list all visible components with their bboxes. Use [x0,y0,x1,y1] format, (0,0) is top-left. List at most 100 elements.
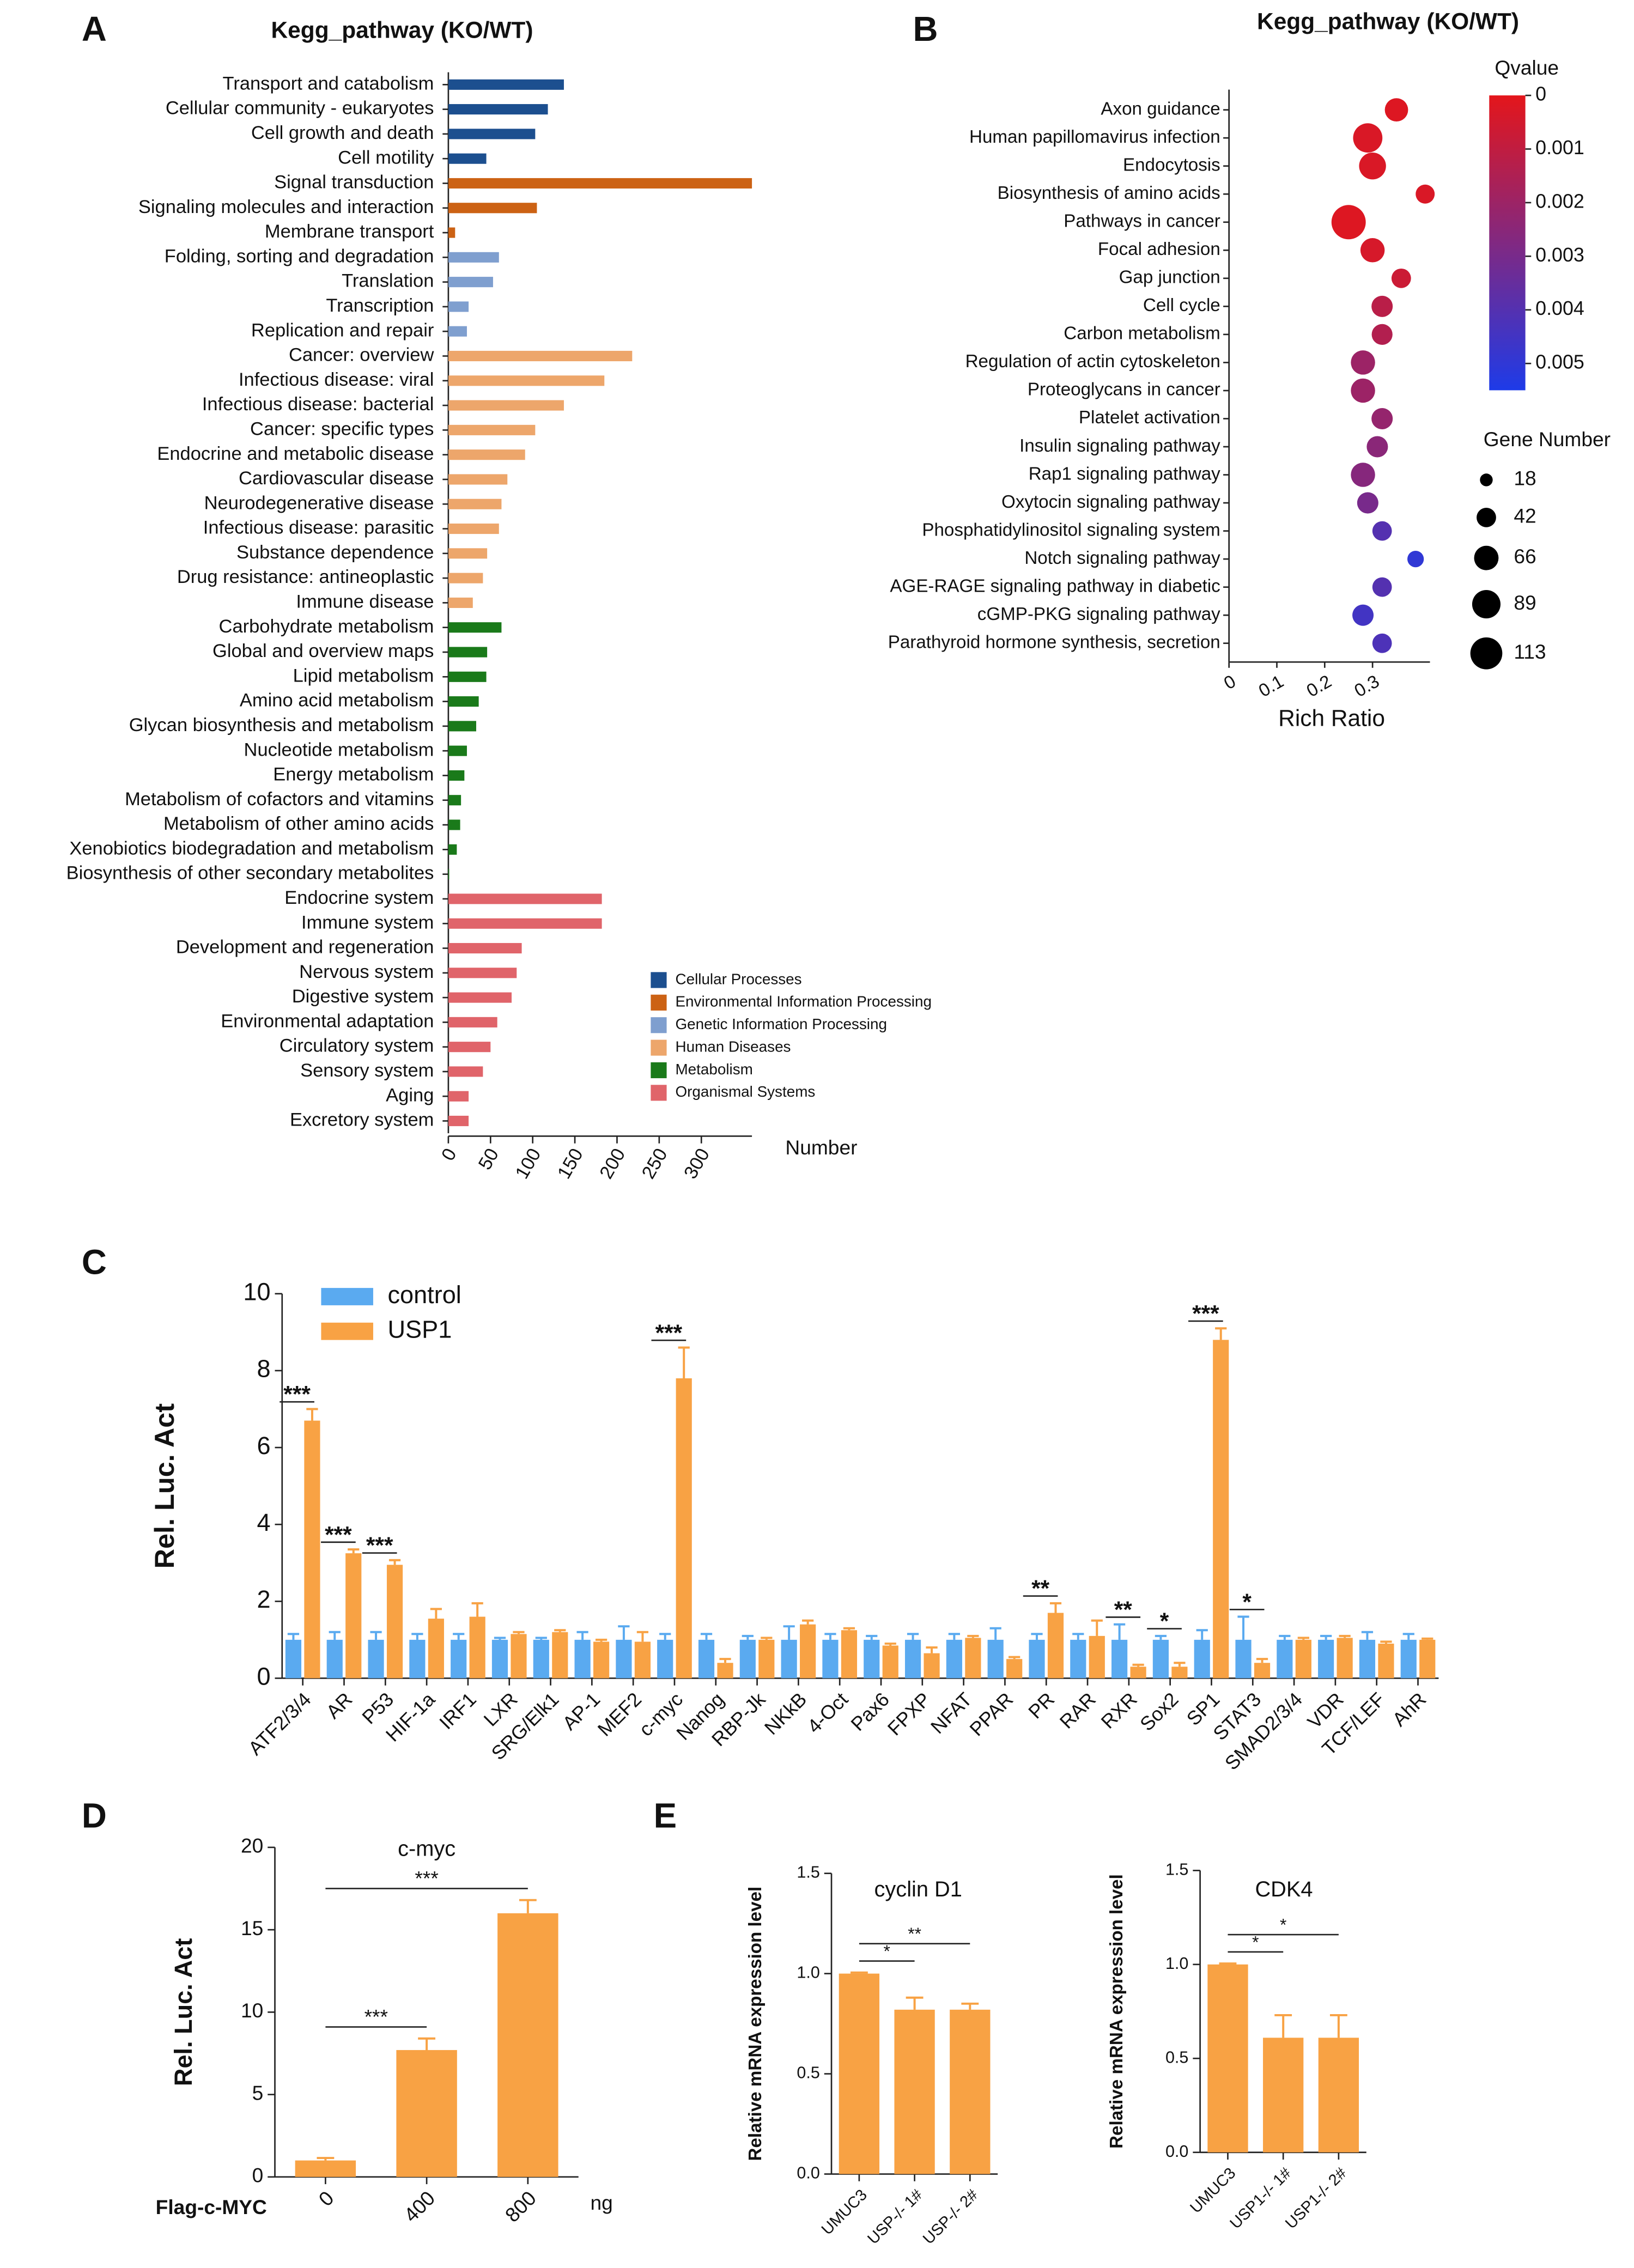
bubble [1351,463,1375,487]
bar [448,1066,483,1077]
bubble [1359,153,1386,180]
bar [448,721,476,732]
error-bar [1031,1633,1043,1640]
bar [295,2160,356,2177]
x-tick-label: IRF1 [435,1688,481,1734]
bar [448,153,487,164]
significance-label: * [1160,1608,1169,1634]
category-label: Carbohydrate metabolism [219,616,434,637]
error-bar [1219,1962,1237,1965]
category-label: Translation [342,271,434,291]
bubble [1384,98,1408,122]
bar [448,203,537,214]
category-label: Cell cycle [1143,295,1220,315]
category-label: Biosynthesis of amino acids [998,183,1220,203]
error-bar [659,1633,671,1640]
size-legend-label: 89 [1514,591,1536,614]
error-bar [1174,1662,1186,1667]
error-bar [906,1996,924,2010]
bar [491,1639,508,1679]
bar [304,1420,320,1679]
bar [448,548,488,559]
x-axis-label: Number [785,1136,857,1159]
category-label: Cancer: overview [289,345,434,366]
bar [448,523,499,534]
x-tick-label: 0 [438,1145,461,1165]
legend-label: Cellular Processes [675,970,801,987]
colorbar-title: Qvalue [1495,56,1559,79]
category-label: Signal transduction [274,172,434,193]
category-label: Replication and repair [251,320,434,340]
category-label: Proteoglycans in cancer [1028,380,1220,400]
category-label: Immune system [301,912,434,933]
bar [1263,2038,1304,2153]
error-bar [306,1408,318,1421]
bar [593,1641,610,1679]
bubble [1353,123,1383,153]
size-legend-bubble [1470,637,1503,670]
x-tick-label: 300 [680,1145,714,1183]
x-tick-label: PPAR [965,1688,1017,1740]
chart-title: Kegg_pathway (KO/WT) [271,17,533,43]
category-label: cGMP-PKG signaling pathway [977,604,1220,624]
category-label: Nervous system [299,962,434,982]
error-bar [329,1631,341,1640]
y-tick-label: 8 [257,1355,270,1383]
bar [1171,1667,1188,1679]
x-tick-label: PR [1024,1688,1059,1723]
error-bar [1196,1629,1208,1640]
bar [800,1624,816,1679]
legend-label: Genetic Information Processing [675,1016,886,1032]
bar [448,943,522,954]
significance-label: ** [1114,1597,1133,1622]
colorbar-tick-label: 0.001 [1535,137,1584,159]
colorbar [1489,95,1526,391]
x-tick-label: 150 [554,1145,587,1183]
x-tick-label: AR [322,1688,356,1723]
y-tick-label: 0 [257,1662,270,1690]
bar [1318,1639,1334,1679]
category-label: Xenobiotics biodegradation and metabolis… [69,838,434,859]
bar [448,1115,469,1127]
error-bar [1237,1615,1249,1640]
y-tick-label: 5 [252,2081,264,2104]
panel-label: D [82,1797,107,1835]
bar [882,1645,898,1679]
bar [511,1634,527,1679]
x-tick-label: 100 [512,1145,545,1183]
colorbar-tick-label: 0.004 [1535,297,1584,319]
category-label: Cancer: specific types [250,418,434,439]
x-tick-label: 0.1 [1255,671,1287,701]
y-tick-label: 0.0 [797,2164,819,2182]
bar [448,79,564,90]
bar [448,869,449,880]
bar [950,2009,991,2174]
category-label: Transcription [326,295,434,316]
bar [448,350,633,362]
error-bar [494,1637,506,1640]
category-label: Pathways in cancer [1064,211,1220,232]
bar [781,1639,797,1679]
error-bar [1329,2014,1347,2038]
x-tick-label: RXR [1097,1688,1141,1733]
bar [448,326,467,337]
bar [448,474,508,485]
error-bar [1155,1634,1167,1640]
significance-label: *** [1192,1301,1219,1327]
x-tick-label: 0 [314,2186,338,2210]
bubble [1372,577,1392,597]
x-tick-label: UMUC3 [1187,2164,1240,2217]
error-bar [719,1658,731,1663]
bar [946,1639,962,1679]
error-bar [678,1346,690,1378]
x-axis-unit: ng [591,2191,613,2214]
bar [1111,1639,1128,1679]
bar [448,597,473,608]
bar [717,1663,733,1679]
bar [1047,1613,1064,1679]
category-label: Cellular community - eukaryotes [166,98,434,119]
bar [497,1913,558,2177]
legend-swatch [651,1017,667,1033]
error-bar [348,1548,360,1554]
